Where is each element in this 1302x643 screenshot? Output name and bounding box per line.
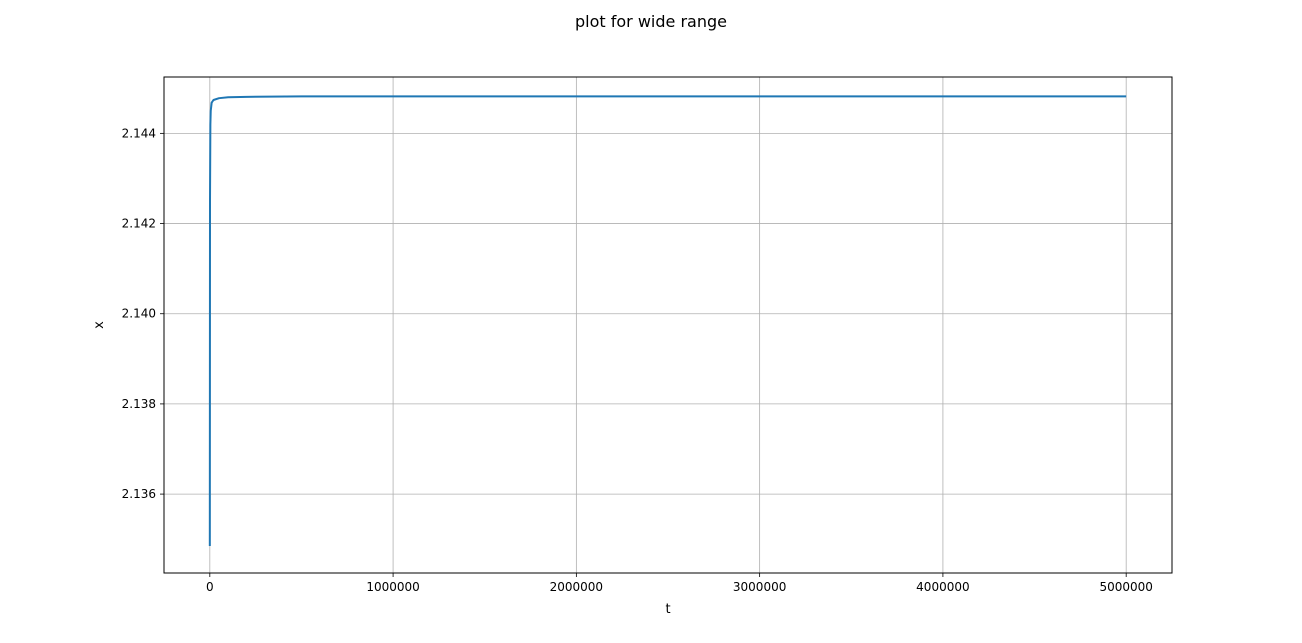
y-axis-ticks: 2.136 2.138 2.140 2.142 2.144 <box>122 126 164 501</box>
chart-title: plot for wide range <box>575 12 727 31</box>
y-axis-label: x <box>92 321 107 329</box>
y-tick-label: 2.140 <box>122 307 156 321</box>
series-layer <box>208 95 1127 546</box>
grid <box>164 77 1172 573</box>
x-tick-label: 3000000 <box>733 580 786 594</box>
x-axis-ticks: 0 1000000 2000000 3000000 4000000 5000000 <box>206 573 1153 594</box>
x-tick-label: 5000000 <box>1099 580 1152 594</box>
x-axis-label: t <box>665 602 670 617</box>
x-tick-label: 0 <box>206 580 214 594</box>
series-line <box>208 95 1127 546</box>
y-tick-label: 2.144 <box>122 126 156 140</box>
x-tick-label: 2000000 <box>550 580 603 594</box>
y-tick-label: 2.138 <box>122 397 156 411</box>
plot-frame <box>163 76 1173 574</box>
y-tick-label: 2.136 <box>122 487 156 501</box>
y-tick-label: 2.142 <box>122 217 156 231</box>
x-tick-label: 4000000 <box>916 580 969 594</box>
x-tick-label: 1000000 <box>366 580 419 594</box>
